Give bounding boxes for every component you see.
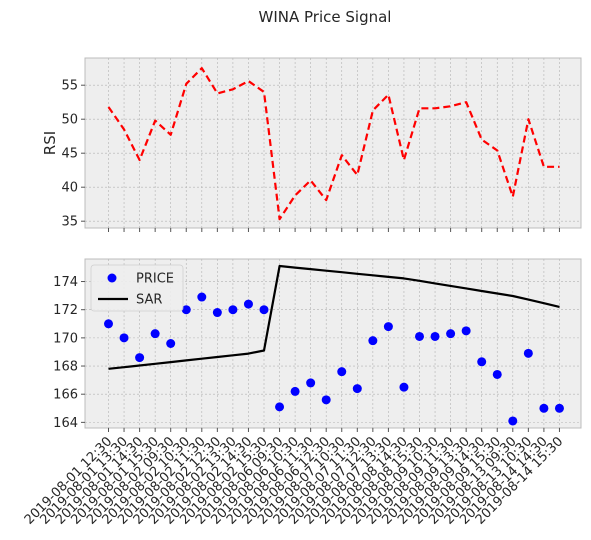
data-point-price bbox=[523, 348, 533, 358]
data-point-price bbox=[383, 322, 393, 332]
data-point-price bbox=[259, 305, 269, 315]
panel-2: 164 166 168 170 172 174 PRICE SAR bbox=[53, 258, 582, 432]
series-line-sar bbox=[108, 264, 560, 370]
data-point-price bbox=[275, 402, 285, 412]
legend-marker bbox=[107, 273, 117, 283]
data-point-price bbox=[337, 367, 347, 377]
legend: PRICE SAR bbox=[90, 264, 184, 312]
data-point-price bbox=[554, 403, 564, 413]
data-point-price bbox=[135, 353, 145, 363]
plot-area bbox=[84, 57, 582, 229]
data-point-price bbox=[461, 326, 471, 336]
y-tick-label: 40 bbox=[61, 181, 78, 196]
y-tick-label: 35 bbox=[61, 215, 78, 230]
data-point-price bbox=[492, 369, 502, 379]
data-point-price bbox=[290, 386, 300, 396]
data-point-price bbox=[368, 336, 378, 346]
data-point-price bbox=[508, 416, 518, 426]
chart-title: WINA Price Signal bbox=[259, 8, 392, 26]
data-point-price bbox=[150, 329, 160, 339]
legend-label: PRICE bbox=[136, 272, 174, 287]
data-point-price bbox=[539, 403, 549, 413]
data-point-price bbox=[352, 384, 362, 394]
y-tick-label: 166 bbox=[53, 388, 78, 403]
data-point-price bbox=[228, 305, 238, 315]
data-point-price bbox=[399, 382, 409, 392]
data-point-price bbox=[321, 395, 331, 405]
data-point-price bbox=[243, 299, 253, 309]
data-point-price bbox=[181, 305, 191, 315]
data-point-price bbox=[306, 378, 316, 388]
y-tick-label: 170 bbox=[53, 331, 78, 346]
data-point-price bbox=[446, 329, 456, 339]
y-axis-label: RSI bbox=[41, 131, 59, 155]
series-line-rsi bbox=[107, 67, 560, 221]
y-tick-label: 172 bbox=[53, 303, 78, 318]
y-tick-label: 164 bbox=[53, 416, 78, 431]
y-tick-label: 50 bbox=[61, 113, 78, 128]
panel-1: 35 40 45 50 55 RSI bbox=[41, 57, 582, 232]
data-point-price bbox=[415, 331, 424, 341]
y-tick-label: 168 bbox=[53, 360, 78, 375]
data-point-price bbox=[119, 333, 129, 343]
y-tick-label: 55 bbox=[61, 79, 78, 94]
data-point-price bbox=[197, 292, 207, 302]
data-point-price bbox=[430, 331, 440, 341]
data-point-price bbox=[166, 339, 176, 348]
data-point-price bbox=[212, 308, 222, 318]
legend-label: SAR bbox=[136, 293, 162, 308]
y-tick-label: 174 bbox=[53, 275, 78, 290]
y-tick-label: 45 bbox=[61, 147, 78, 162]
data-point-price bbox=[104, 319, 113, 329]
data-point-price bbox=[477, 357, 487, 367]
